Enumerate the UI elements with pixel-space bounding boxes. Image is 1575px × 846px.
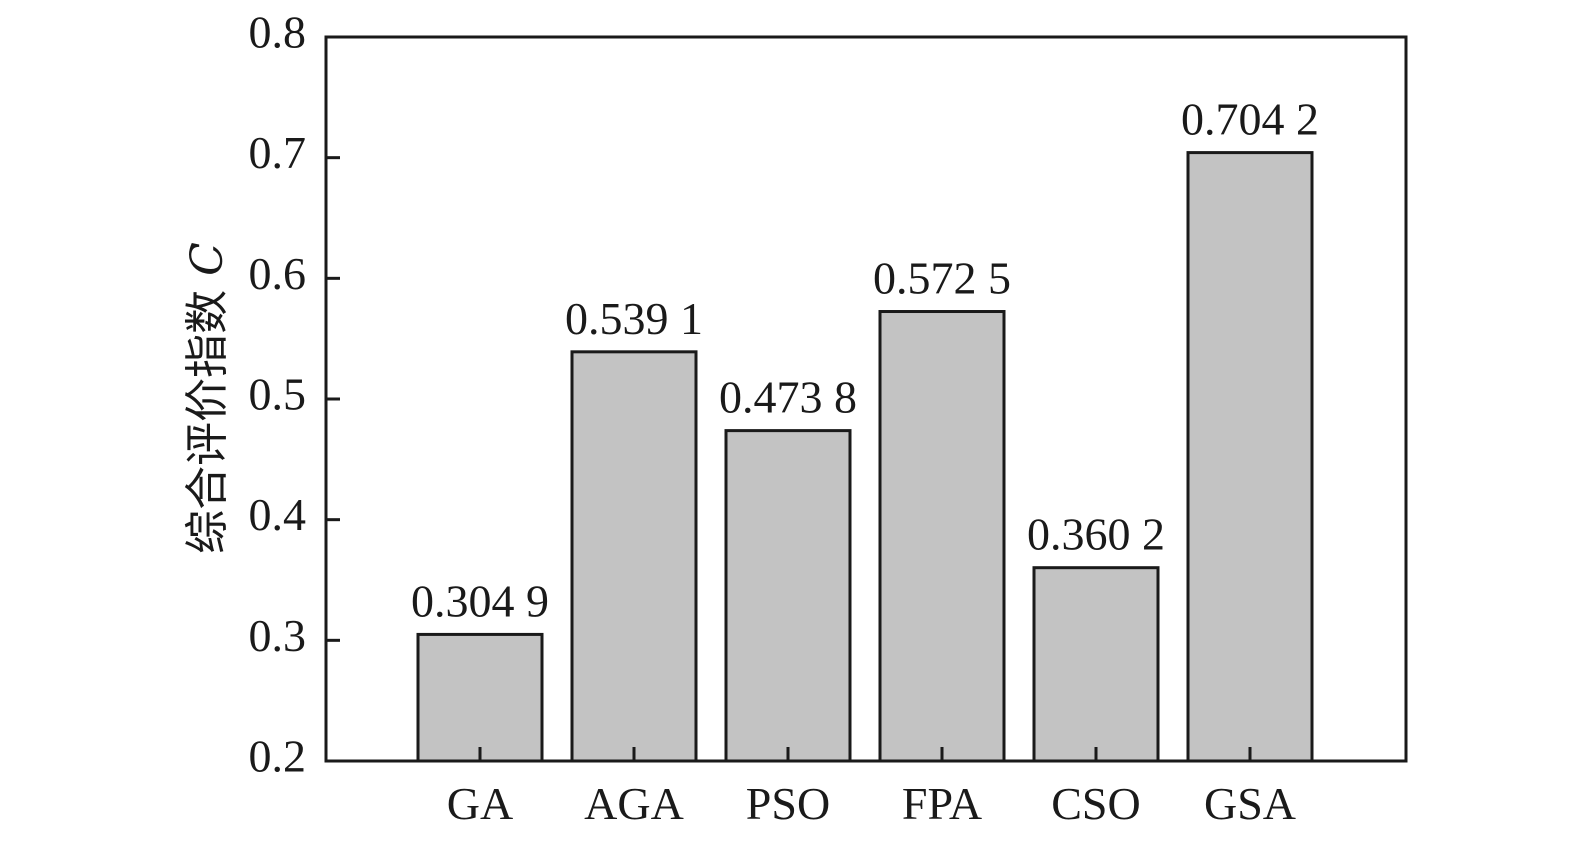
bars (416, 151, 1314, 763)
y-tick-label: 0.8 (249, 7, 307, 58)
data-label-gsa: 0.704 2 (1181, 94, 1319, 145)
x-tick-label-fpa: FPA (902, 778, 982, 829)
x-axis: GA AGA PSO FPA CSO GSA (447, 747, 1296, 829)
y-tick-label: 0.5 (249, 369, 307, 420)
bar-gsa (1186, 151, 1314, 763)
x-tick-label-cso: CSO (1051, 778, 1140, 829)
bar-ga (416, 632, 544, 763)
data-label-pso: 0.473 8 (719, 372, 857, 423)
y-tick-label: 0.6 (249, 248, 307, 299)
y-axis: 0.2 0.3 0.4 0.5 0.6 0.7 0.8 (249, 7, 340, 782)
x-tick-label-gsa: GSA (1204, 778, 1296, 829)
data-label-ga: 0.304 9 (411, 575, 549, 626)
x-tick-label-pso: PSO (746, 778, 830, 829)
y-axis-label: 综合评价指数 C (182, 242, 233, 554)
y-tick-label: 0.7 (249, 127, 307, 178)
bar-pso (724, 429, 852, 763)
data-label-fpa: 0.572 5 (873, 253, 1011, 304)
bar-aga (570, 350, 698, 763)
data-label-aga: 0.539 1 (565, 293, 703, 344)
x-tick-label-ga: GA (447, 778, 513, 829)
data-labels: 0.304 9 0.539 1 0.473 8 0.572 5 0.360 2 0.704… (411, 94, 1319, 627)
bar-cso (1032, 566, 1160, 763)
data-label-cso: 0.360 2 (1027, 509, 1165, 560)
y-tick-label: 0.3 (249, 610, 307, 661)
y-tick-label: 0.4 (249, 489, 307, 540)
y-tick-label: 0.2 (249, 731, 307, 782)
x-tick-label-aga: AGA (584, 778, 684, 829)
bar-fpa (878, 310, 1006, 763)
